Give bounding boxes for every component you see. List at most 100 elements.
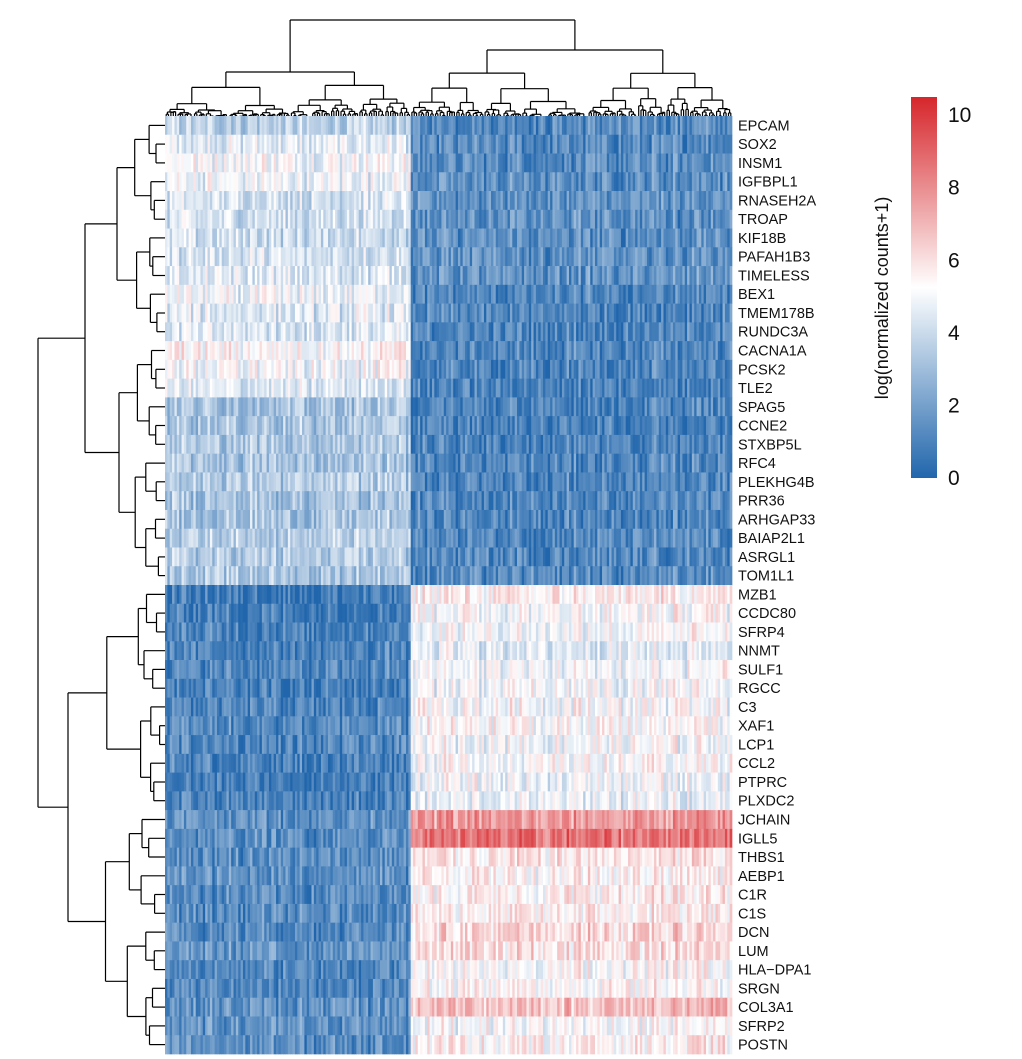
- heatmap-cell: [613, 228, 617, 248]
- heatmap-cell: [259, 209, 263, 229]
- heatmap-cell: [557, 172, 560, 192]
- heatmap-cell: [384, 359, 388, 379]
- heatmap-cell: [313, 303, 317, 323]
- heatmap-cell: [304, 303, 308, 323]
- heatmap-cell: [611, 359, 615, 379]
- heatmap-cell: [531, 209, 534, 229]
- heatmap-cell: [587, 416, 591, 436]
- heatmap-cell: [486, 378, 490, 398]
- heatmap-cell: [578, 416, 582, 436]
- heatmap-cell: [568, 397, 572, 417]
- heatmap-cell: [448, 191, 452, 211]
- heatmap-cell: [401, 284, 404, 304]
- heatmap-cell: [325, 247, 329, 267]
- heatmap-cell: [625, 341, 629, 361]
- heatmap-cell: [252, 359, 256, 379]
- heatmap-cell: [283, 359, 286, 379]
- heatmap-cell: [561, 397, 565, 417]
- heatmap-cell: [372, 172, 376, 192]
- heatmap-cell: [410, 359, 414, 379]
- heatmap-cell: [431, 228, 435, 248]
- heatmap-cell: [642, 397, 645, 417]
- heatmap-cell: [599, 303, 603, 323]
- heatmap-cell: [242, 378, 246, 398]
- heatmap-cell: [557, 116, 560, 136]
- heatmap-cell: [429, 247, 433, 267]
- heatmap-cell: [443, 228, 447, 248]
- heatmap-cell: [235, 341, 239, 361]
- heatmap-cell: [576, 172, 579, 192]
- heatmap-cell: [654, 378, 657, 398]
- heatmap-cell: [724, 416, 728, 436]
- heatmap-cell: [620, 116, 624, 136]
- heatmap-cell: [439, 416, 442, 436]
- heatmap-cell: [561, 359, 565, 379]
- heatmap-cell: [313, 228, 317, 248]
- heatmap-cell: [264, 322, 267, 342]
- heatmap-cell: [235, 416, 239, 436]
- heatmap-cell: [651, 359, 655, 379]
- heatmap-cell: [323, 153, 326, 173]
- heatmap-cell: [283, 341, 286, 361]
- heatmap-cell: [389, 266, 393, 286]
- heatmap-cell: [618, 153, 622, 173]
- heatmap-cell: [592, 322, 596, 342]
- heatmap-cell: [703, 322, 707, 342]
- heatmap-cell: [722, 116, 726, 136]
- heatmap-cell: [632, 247, 636, 267]
- heatmap-cell: [280, 303, 284, 323]
- heatmap-cell: [415, 266, 419, 286]
- heatmap-cell: [221, 284, 225, 304]
- heatmap-cell: [713, 322, 716, 342]
- heatmap-cell: [297, 303, 301, 323]
- heatmap-cell: [264, 116, 267, 136]
- heatmap-cell: [609, 172, 612, 192]
- heatmap-cell: [616, 247, 619, 267]
- heatmap-cell: [363, 341, 367, 361]
- heatmap-cell: [620, 134, 624, 154]
- heatmap-cell: [174, 153, 178, 173]
- heatmap-cell: [247, 284, 251, 304]
- heatmap-cell: [460, 172, 464, 192]
- heatmap-cell: [661, 228, 664, 248]
- heatmap-cell: [474, 266, 478, 286]
- heatmap-cell: [547, 378, 551, 398]
- heatmap-cell: [658, 134, 662, 154]
- heatmap-cell: [450, 172, 454, 192]
- heatmap-cell: [592, 134, 596, 154]
- heatmap-cell: [505, 153, 508, 173]
- heatmap-cell: [524, 341, 527, 361]
- heatmap-cell: [242, 284, 246, 304]
- heatmap-cell: [354, 153, 357, 173]
- heatmap-cell: [696, 266, 700, 286]
- heatmap-cell: [665, 397, 669, 417]
- heatmap-cell: [540, 284, 544, 304]
- heatmap-cell: [216, 134, 220, 154]
- heatmap-cell: [202, 284, 206, 304]
- heatmap-cell: [661, 359, 664, 379]
- heatmap-cell: [259, 172, 263, 192]
- heatmap-cell: [663, 116, 667, 136]
- heatmap-cell: [266, 153, 270, 173]
- heatmap-cell: [580, 134, 584, 154]
- heatmap-cell: [368, 284, 371, 304]
- heatmap-cell: [408, 209, 412, 229]
- heatmap-cell: [576, 266, 579, 286]
- heatmap-cell: [517, 359, 520, 379]
- heatmap-cell: [587, 116, 591, 136]
- heatmap-cell: [573, 303, 577, 323]
- heatmap-cell: [403, 191, 407, 211]
- heatmap-cell: [198, 378, 201, 398]
- heatmap-cell: [176, 416, 180, 436]
- heatmap-cell: [646, 247, 650, 267]
- heatmap-cell: [299, 378, 303, 398]
- heatmap-cell: [450, 359, 454, 379]
- heatmap-cell: [691, 172, 695, 192]
- heatmap-cell: [519, 397, 523, 417]
- heatmap-cell: [207, 172, 211, 192]
- heatmap-cell: [715, 153, 719, 173]
- heatmap-cell: [604, 266, 608, 286]
- heatmap-cell: [578, 134, 582, 154]
- heatmap-cell: [566, 322, 570, 342]
- heatmap-cell: [214, 209, 218, 229]
